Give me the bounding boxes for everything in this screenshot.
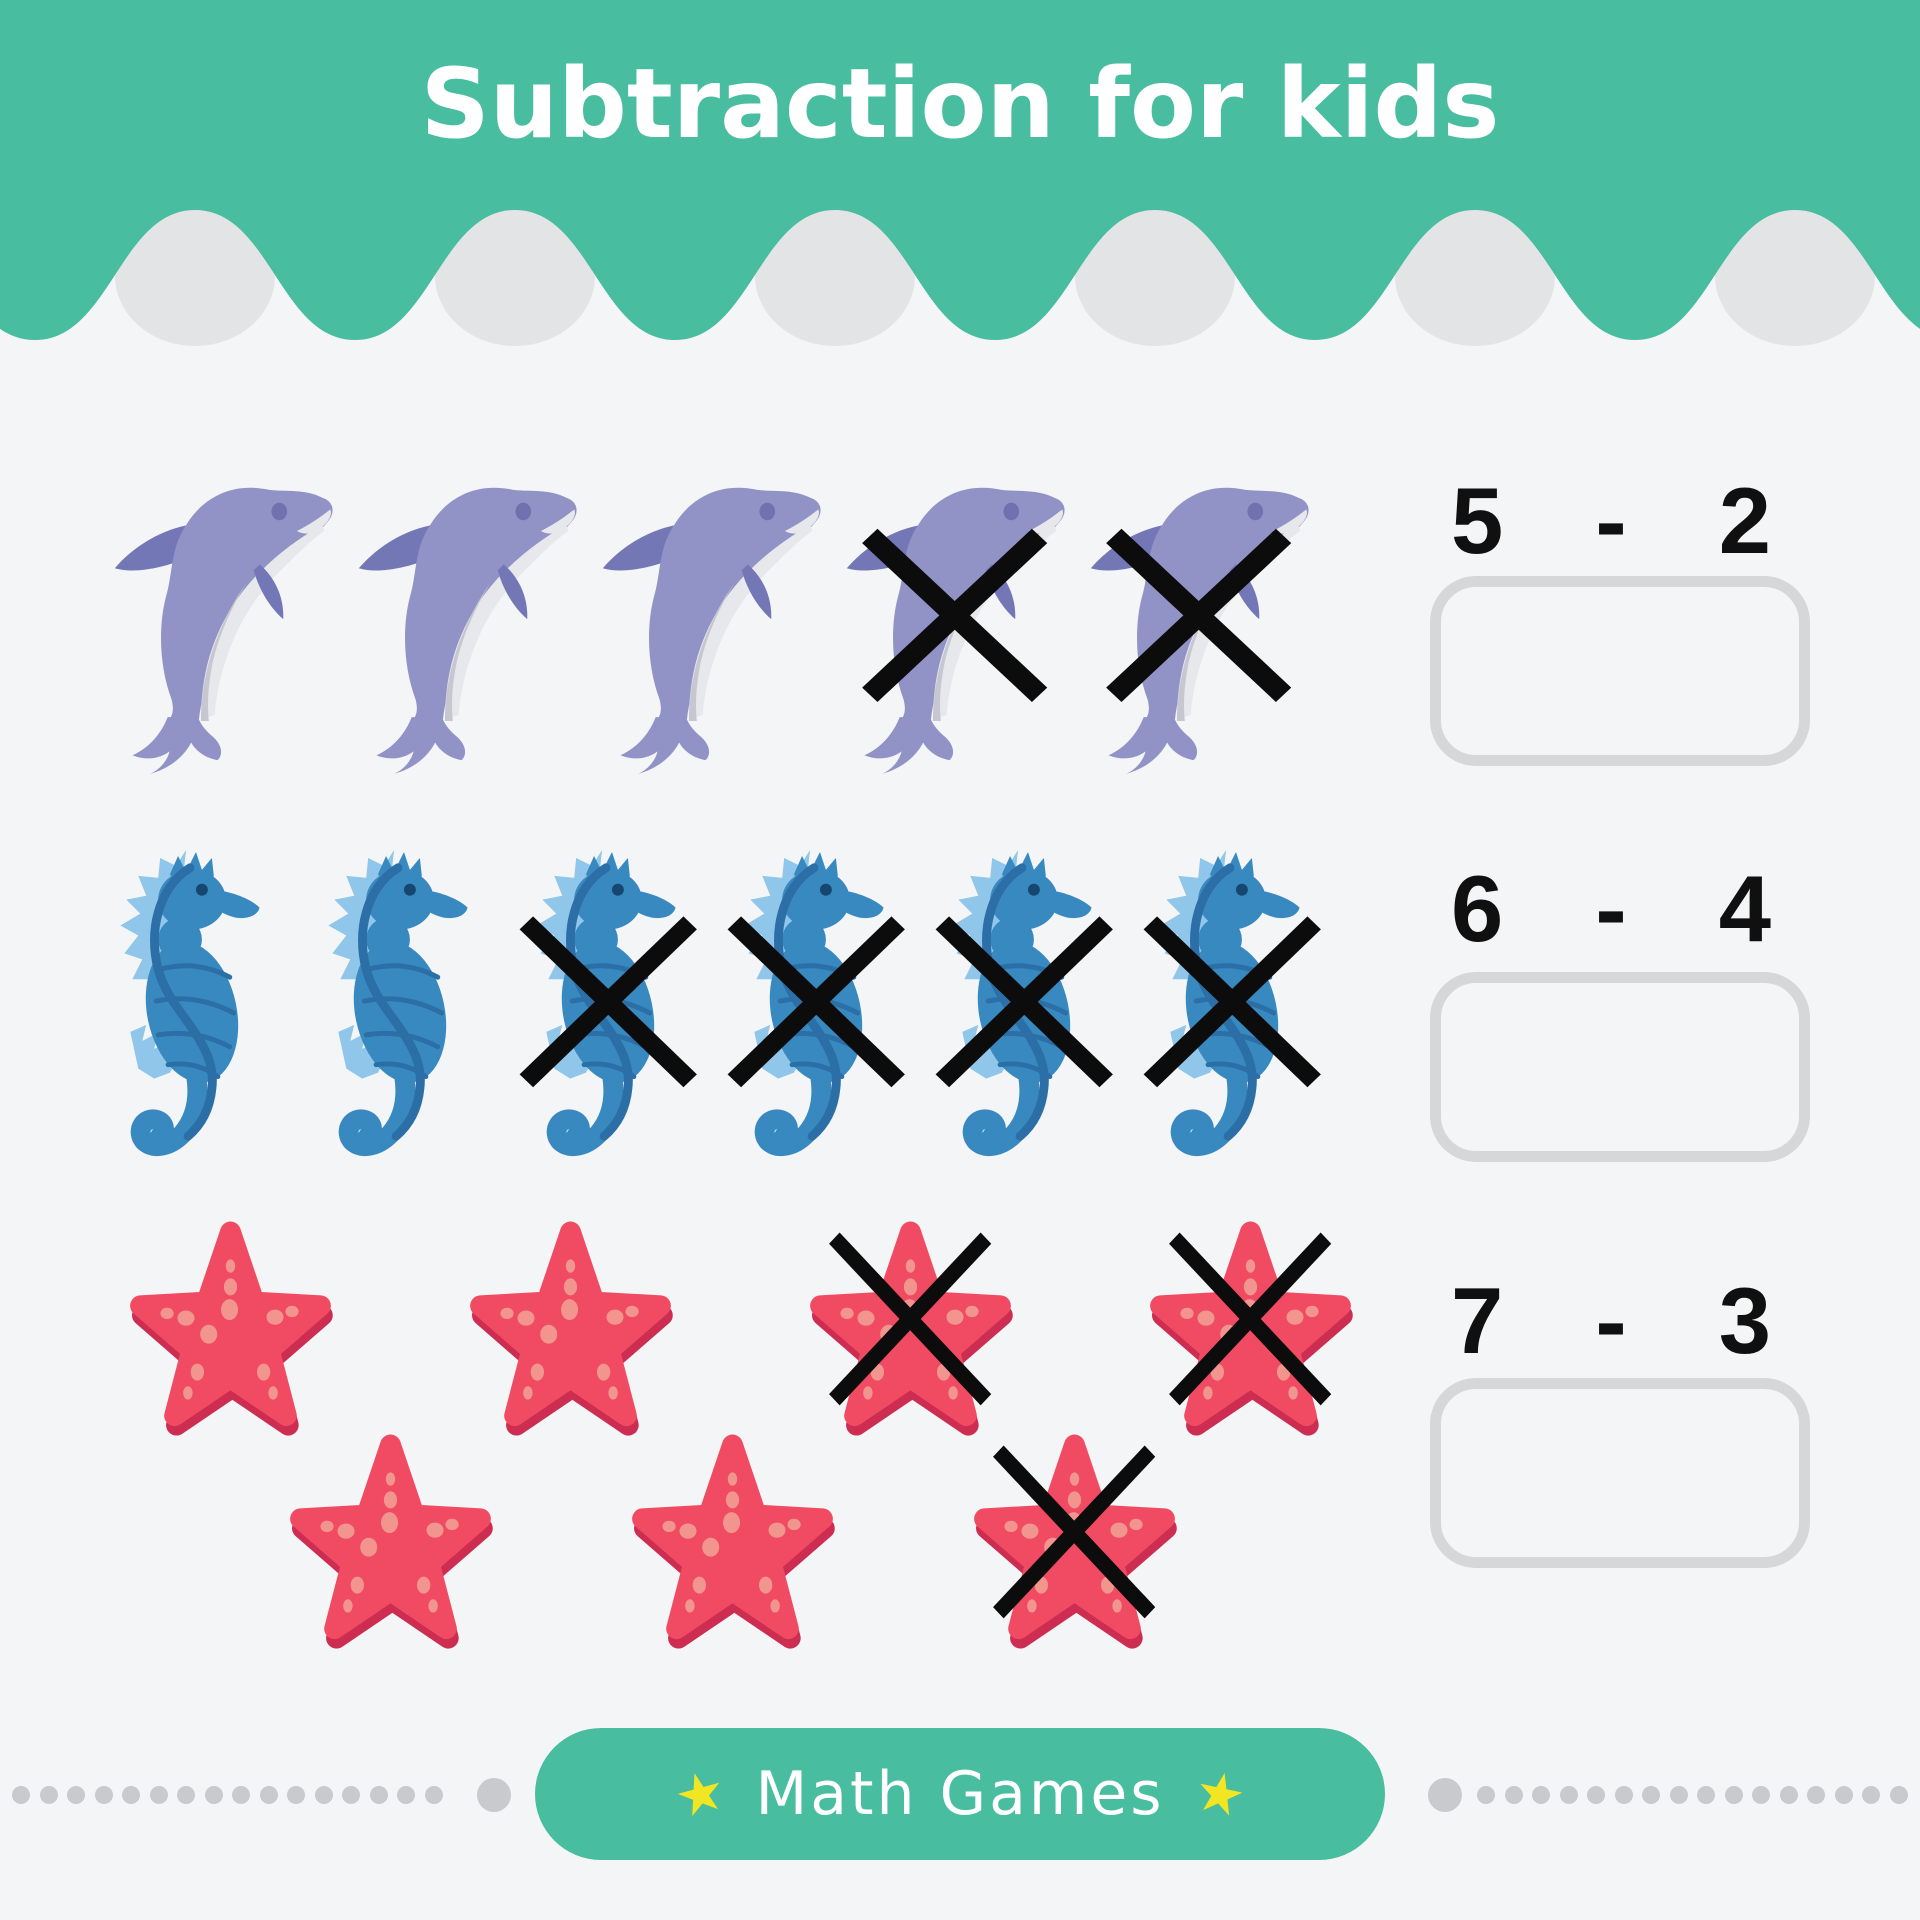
- dolphin-icon: [105, 478, 340, 776]
- dot: [342, 1786, 360, 1804]
- answer-box-2[interactable]: [1430, 972, 1810, 1162]
- dot: [232, 1786, 250, 1804]
- dot: [177, 1786, 195, 1804]
- dot: [424, 1786, 443, 1804]
- dot: [12, 1786, 30, 1804]
- dot: [287, 1786, 305, 1804]
- x-mark-icon: [1100, 523, 1297, 708]
- starfish-icon: [972, 1426, 1177, 1658]
- dot: [149, 1786, 168, 1804]
- x-mark-icon: [1137, 910, 1328, 1094]
- dot: [1779, 1786, 1798, 1804]
- x-mark-icon: [856, 523, 1053, 708]
- seahorse-icon: [528, 848, 678, 1176]
- dot: [1724, 1786, 1743, 1804]
- dolphin-icon: [349, 478, 584, 776]
- dot: [1532, 1786, 1550, 1804]
- math-games-badge: ★ Math Games ★: [535, 1728, 1385, 1860]
- dot: [1889, 1786, 1908, 1804]
- wave-border: [0, 188, 1920, 346]
- seahorse-icon: [736, 848, 886, 1176]
- x-mark-icon: [822, 1225, 998, 1413]
- starfish-icon: [288, 1426, 493, 1658]
- dot: [1834, 1786, 1853, 1804]
- seahorse-icon: [1152, 848, 1302, 1176]
- dot: [1642, 1786, 1660, 1804]
- equation-1: 5 - 2: [1450, 468, 1790, 573]
- seahorse-icon: [112, 848, 262, 1176]
- wave-bumps: [115, 206, 1875, 346]
- big-dot: [1428, 1778, 1462, 1812]
- dolphin-icon: [1081, 478, 1316, 776]
- starfish-icon: [128, 1213, 333, 1445]
- answer-box-1[interactable]: [1430, 576, 1810, 766]
- big-dot: [477, 1778, 511, 1812]
- seahorse-icon: [944, 848, 1094, 1176]
- dot: [397, 1786, 415, 1804]
- star-icon: ★: [667, 1756, 733, 1831]
- star-icon: ★: [1188, 1757, 1251, 1830]
- dot: [259, 1786, 278, 1804]
- dot: [1587, 1786, 1605, 1804]
- page-title: Subtraction for kids: [420, 48, 1500, 160]
- dot: [1504, 1786, 1523, 1804]
- dot: [122, 1786, 140, 1804]
- starfish-icon: [1148, 1213, 1353, 1445]
- dot: [94, 1786, 113, 1804]
- equation-3: 7 - 3: [1450, 1268, 1790, 1373]
- x-mark-icon: [929, 910, 1120, 1094]
- x-mark-icon: [513, 910, 704, 1094]
- dot: [1614, 1786, 1633, 1804]
- dot: [314, 1786, 333, 1804]
- dot: [67, 1786, 85, 1804]
- wave-teal-edge: [0, 188, 1920, 340]
- dot: [39, 1786, 58, 1804]
- seahorse-icon: [320, 848, 470, 1176]
- dot: [1862, 1786, 1880, 1804]
- x-mark-icon: [1162, 1225, 1338, 1413]
- dolphin-icon: [593, 478, 828, 776]
- answer-box-3[interactable]: [1430, 1378, 1810, 1568]
- starfish-icon: [468, 1213, 673, 1445]
- dot: [1669, 1786, 1688, 1804]
- dot: [204, 1786, 223, 1804]
- starfish-icon: [630, 1426, 835, 1658]
- dot: [1807, 1786, 1825, 1804]
- dot: [1697, 1786, 1715, 1804]
- x-mark-icon: [986, 1438, 1162, 1626]
- dolphin-icon: [837, 478, 1072, 776]
- starfish-icon: [808, 1213, 1013, 1445]
- x-mark-icon: [721, 910, 912, 1094]
- equation-2: 6 - 4: [1450, 856, 1790, 961]
- dot: [1559, 1786, 1578, 1804]
- dot: [1477, 1786, 1495, 1804]
- badge-label: Math Games: [755, 1759, 1165, 1829]
- dot: [1752, 1786, 1770, 1804]
- header-band: [0, 0, 1920, 190]
- dot: [369, 1786, 388, 1804]
